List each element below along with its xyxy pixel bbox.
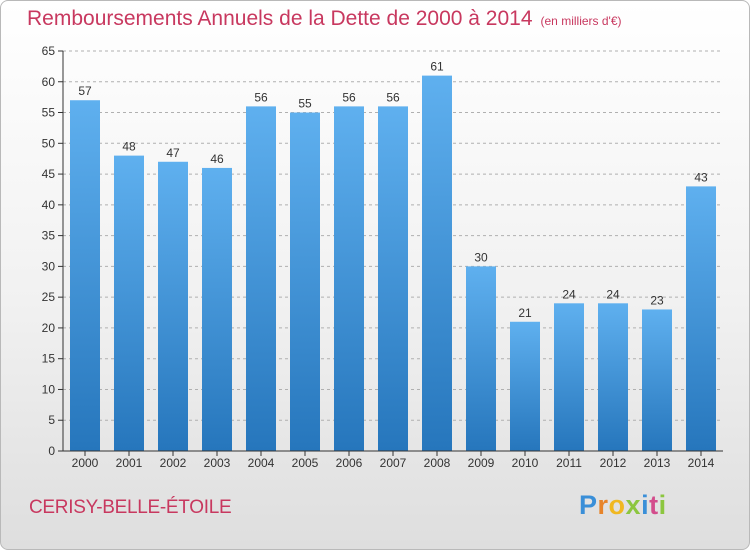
data-label: 48 xyxy=(122,140,136,154)
bar-2001 xyxy=(114,155,144,451)
x-tick-label: 2011 xyxy=(556,456,582,470)
y-tick-label: 35 xyxy=(42,229,56,243)
chart-title-text: Remboursements Annuels de la Dette de 20… xyxy=(27,7,533,30)
bar-2003 xyxy=(202,167,232,451)
logo-letter: P xyxy=(579,490,598,520)
y-tick-label: 60 xyxy=(42,75,56,89)
proxiti-logo: Proxiti xyxy=(579,490,667,521)
y-tick-label: 50 xyxy=(42,136,56,150)
chart-unit: (en milliers d'€) xyxy=(540,14,622,28)
x-tick-label: 2009 xyxy=(468,456,495,470)
data-label: 21 xyxy=(518,306,532,320)
bars: 57 48 47 46 56 55 56 56 61 30 21 24 24 23 43 xyxy=(70,60,716,452)
y-tick-label: 20 xyxy=(42,321,56,335)
bar-2008 xyxy=(422,75,452,451)
bar-2006 xyxy=(334,106,364,451)
x-tick-label: 2000 xyxy=(72,456,99,470)
y-tick-label: 5 xyxy=(48,413,55,427)
y-tick-label: 25 xyxy=(42,290,56,304)
data-label: 23 xyxy=(650,293,664,307)
data-label: 56 xyxy=(254,90,268,104)
x-tick-label: 2005 xyxy=(292,456,319,470)
bar-2002 xyxy=(158,161,188,451)
x-tick-label: 2012 xyxy=(600,456,627,470)
x-tick-label: 2002 xyxy=(160,456,187,470)
bar-2007 xyxy=(378,106,408,451)
logo-letter: x xyxy=(625,490,642,520)
data-label: 56 xyxy=(342,90,356,104)
y-tick-label: 55 xyxy=(42,106,56,120)
logo-letter: o xyxy=(608,490,626,520)
bar-2005 xyxy=(290,112,320,452)
logo-letter: r xyxy=(597,490,609,520)
data-label: 46 xyxy=(210,152,224,166)
bar-2012 xyxy=(598,303,628,451)
logo-letter: i xyxy=(658,490,667,520)
chart-title: Remboursements Annuels de la Dette de 20… xyxy=(27,7,622,31)
bar-2004 xyxy=(246,106,276,451)
data-label: 30 xyxy=(474,250,488,264)
y-tick-label: 65 xyxy=(42,44,56,58)
x-tick-label: 2008 xyxy=(424,456,451,470)
x-tick-label: 2003 xyxy=(204,456,231,470)
bar-2013 xyxy=(642,309,672,451)
bar-2000 xyxy=(70,100,100,451)
y-tick-label: 40 xyxy=(42,198,56,212)
data-label: 61 xyxy=(430,60,444,74)
y-tick-label: 15 xyxy=(42,352,56,366)
x-tick-label: 2010 xyxy=(512,456,539,470)
x-tick-label: 2014 xyxy=(688,456,715,470)
y-tick-label: 45 xyxy=(42,167,56,181)
data-label: 47 xyxy=(166,146,180,160)
x-tick-label: 2006 xyxy=(336,456,363,470)
bar-2009 xyxy=(466,266,496,451)
logo-letter: i xyxy=(641,490,650,520)
bar-2010 xyxy=(510,321,540,451)
x-tick-label: 2001 xyxy=(116,456,143,470)
x-tick-label: 2004 xyxy=(248,456,275,470)
data-label: 55 xyxy=(298,97,312,111)
x-tick-label: 2007 xyxy=(380,456,407,470)
bar-2011 xyxy=(554,303,584,451)
y-tick-label: 30 xyxy=(42,259,56,273)
city-name: CERISY-BELLE-ÉTOILE xyxy=(29,497,232,518)
data-label: 24 xyxy=(606,287,620,301)
logo-letter: t xyxy=(649,490,659,520)
x-tick-label: 2013 xyxy=(644,456,671,470)
y-tick-label: 0 xyxy=(48,444,55,458)
data-label: 24 xyxy=(562,287,576,301)
bar-2014 xyxy=(686,186,716,451)
data-label: 56 xyxy=(386,90,400,104)
y-tick-label: 10 xyxy=(42,382,56,396)
axes: 0 5 10 15 20 25 30 35 40 45 50 55 60 65 2000 2001 2002 20… xyxy=(42,44,723,470)
data-label: 57 xyxy=(78,84,92,98)
data-label: 43 xyxy=(694,170,708,184)
